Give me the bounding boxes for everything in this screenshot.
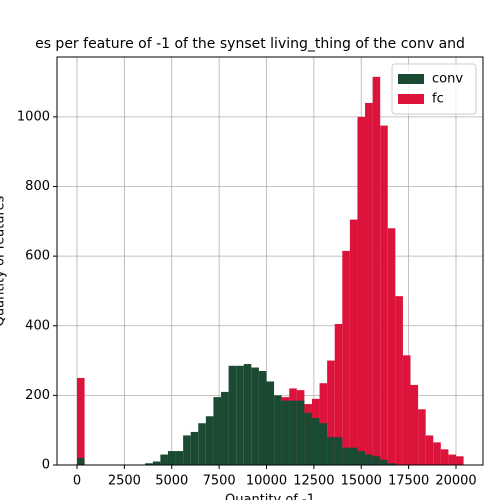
bar — [258, 371, 267, 465]
bar — [349, 219, 358, 465]
bar — [380, 459, 388, 465]
bar — [410, 384, 419, 465]
bar — [289, 400, 297, 465]
bar — [342, 250, 350, 465]
x-axis-label: Quantity of -1 — [225, 493, 315, 500]
bar — [433, 442, 441, 465]
bar — [167, 451, 176, 465]
bar — [387, 228, 396, 465]
bar — [319, 423, 328, 465]
bar — [243, 364, 252, 465]
bar — [418, 409, 426, 465]
bar — [190, 431, 199, 465]
x-tick-label: 0 — [73, 474, 81, 489]
bar — [228, 365, 237, 465]
bar — [357, 116, 366, 465]
bar — [205, 416, 214, 465]
bar — [387, 463, 396, 465]
y-tick-label: 1000 — [17, 109, 50, 124]
bar — [342, 447, 350, 465]
bar — [76, 377, 85, 465]
bar — [145, 463, 153, 465]
bar — [448, 454, 456, 465]
x-tick-label: 17500 — [388, 474, 429, 489]
bar — [395, 296, 403, 465]
legend-swatch — [398, 74, 424, 84]
bar — [372, 456, 381, 465]
bar — [251, 367, 259, 465]
legend-label: fc — [432, 92, 444, 107]
bar — [327, 437, 335, 465]
bar — [281, 400, 290, 465]
bar — [455, 456, 464, 465]
bar — [311, 418, 320, 465]
legend: conv fc — [391, 63, 477, 115]
y-axis-label: Quantity of features — [0, 195, 8, 326]
x-tick-label: 12500 — [293, 474, 334, 489]
bar — [183, 435, 191, 465]
legend-label: conv — [432, 72, 463, 87]
y-tick-label: 200 — [25, 388, 50, 403]
bar — [372, 76, 381, 465]
bar — [175, 451, 184, 465]
x-tick-label: 7500 — [203, 474, 236, 489]
bar — [440, 449, 449, 465]
bar — [357, 451, 366, 465]
bar — [296, 400, 305, 465]
x-tick-label: 15000 — [341, 474, 382, 489]
bar — [334, 324, 343, 465]
bar — [76, 458, 85, 465]
chart-title: es per feature of -1 of the synset livin… — [35, 36, 465, 52]
bar — [213, 397, 222, 465]
x-tick-label: 5000 — [155, 474, 188, 489]
y-tick-label: 0 — [42, 458, 50, 473]
x-tick-label: 10000 — [246, 474, 287, 489]
bar — [152, 461, 161, 465]
bar — [365, 102, 373, 466]
x-tick-label: 20000 — [435, 474, 476, 489]
plot-frame — [56, 56, 484, 466]
bar — [198, 423, 206, 465]
bar — [160, 454, 168, 465]
bar — [349, 447, 358, 465]
bar — [236, 365, 244, 465]
bar — [327, 360, 335, 465]
legend-swatch — [398, 94, 424, 104]
bar — [365, 454, 373, 465]
bar — [402, 355, 411, 465]
bar — [425, 435, 434, 465]
x-tick-label: 2500 — [108, 474, 141, 489]
bar — [274, 395, 282, 465]
bar — [304, 412, 312, 465]
bar — [266, 381, 275, 465]
y-tick-label: 600 — [25, 249, 50, 264]
y-tick-label: 800 — [25, 179, 50, 194]
y-tick-label: 400 — [25, 318, 50, 333]
bar — [380, 125, 388, 466]
bar — [221, 391, 229, 465]
bar — [334, 437, 343, 465]
